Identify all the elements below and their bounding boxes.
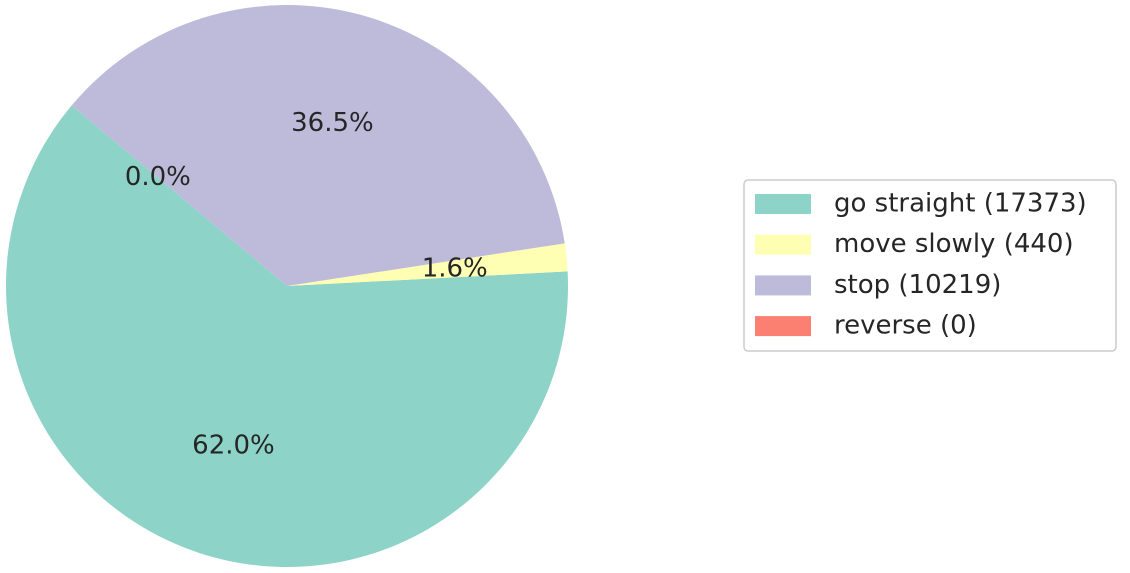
slice-label: 1.6% [422, 253, 488, 283]
slice-label: 36.5% [291, 108, 374, 138]
legend-label: move slowly (440) [834, 229, 1074, 259]
slice-label: 0.0% [125, 162, 191, 192]
pie-slice [287, 243, 568, 286]
legend-label: reverse (0) [834, 311, 977, 341]
legend-swatch [755, 316, 811, 337]
legend-label: go straight (17373) [834, 189, 1087, 219]
legend-swatch [755, 194, 811, 214]
legend-label: stop (10219) [834, 270, 1001, 300]
slice-label: 62.0% [192, 430, 275, 460]
pie-slice [6, 105, 569, 567]
legend-swatch [755, 234, 811, 255]
pie-slice [71, 5, 565, 286]
legend-swatch [755, 275, 811, 296]
pie-slice [71, 105, 287, 286]
legend-box [743, 179, 1117, 352]
